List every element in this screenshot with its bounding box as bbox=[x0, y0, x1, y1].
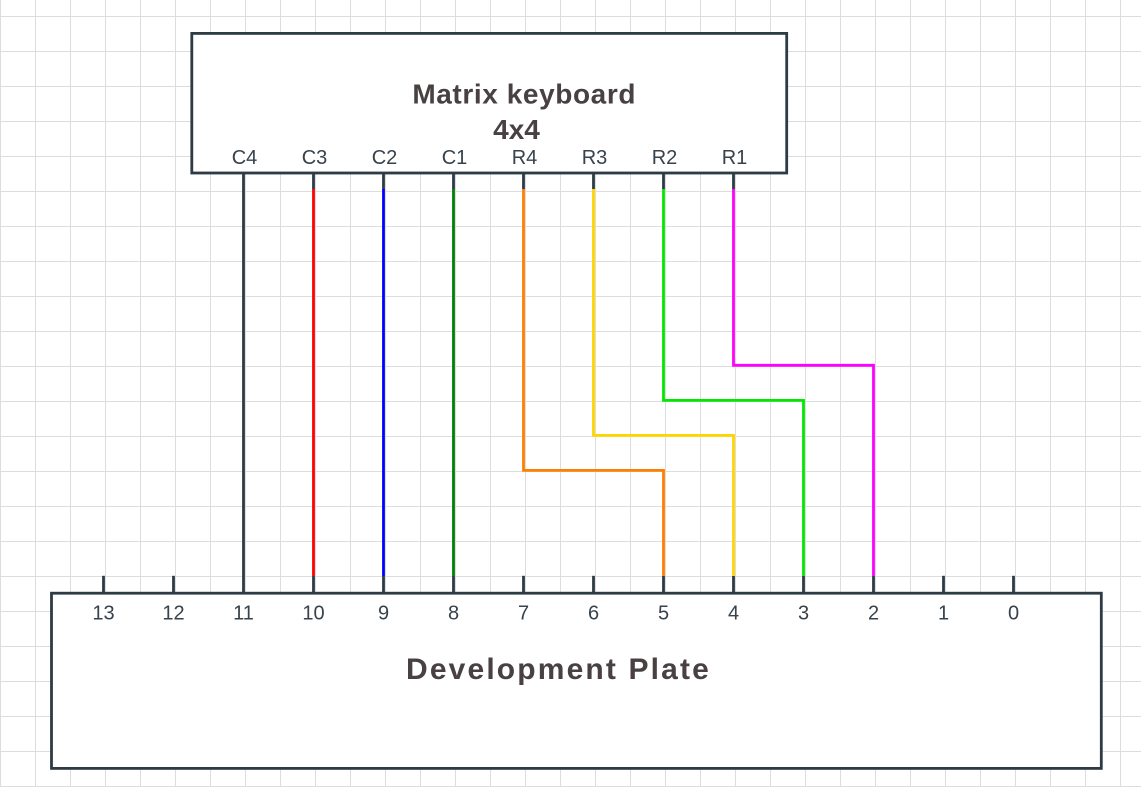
svg-text:2: 2 bbox=[868, 603, 879, 625]
svg-text:1: 1 bbox=[938, 603, 949, 625]
svg-text:7: 7 bbox=[518, 603, 529, 625]
svg-text:R3: R3 bbox=[582, 147, 608, 169]
svg-text:0: 0 bbox=[1008, 603, 1019, 625]
svg-text:Development Plate: Development Plate bbox=[406, 653, 711, 686]
svg-text:R2: R2 bbox=[652, 147, 678, 169]
svg-text:R1: R1 bbox=[722, 147, 748, 169]
svg-text:C2: C2 bbox=[372, 147, 398, 169]
svg-text:9: 9 bbox=[378, 603, 389, 625]
svg-text:4x4: 4x4 bbox=[493, 114, 540, 145]
svg-text:3: 3 bbox=[798, 603, 809, 625]
svg-text:10: 10 bbox=[302, 603, 324, 625]
svg-text:C4: C4 bbox=[232, 147, 258, 169]
svg-text:Matrix keyboard: Matrix keyboard bbox=[412, 79, 636, 110]
svg-text:5: 5 bbox=[658, 603, 669, 625]
svg-text:11: 11 bbox=[233, 603, 254, 625]
svg-text:R4: R4 bbox=[512, 147, 538, 169]
svg-text:C1: C1 bbox=[442, 147, 468, 169]
svg-text:12: 12 bbox=[162, 603, 184, 625]
svg-text:13: 13 bbox=[92, 603, 114, 625]
svg-text:6: 6 bbox=[588, 603, 599, 625]
svg-text:8: 8 bbox=[448, 603, 459, 625]
svg-text:C3: C3 bbox=[302, 147, 328, 169]
svg-text:4: 4 bbox=[728, 603, 739, 625]
